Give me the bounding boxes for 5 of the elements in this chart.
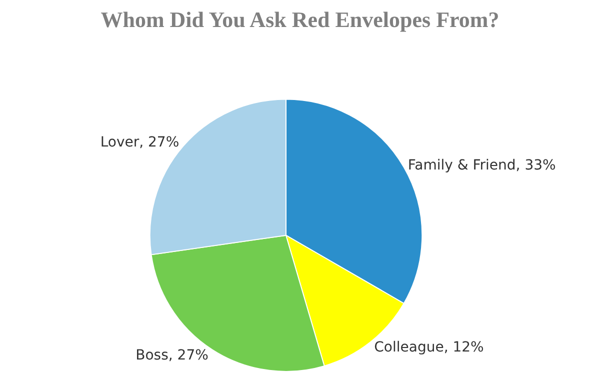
slice-label: Lover, 27% [100,134,180,151]
slice-label: Family & Friend, 33% [408,157,556,174]
slice-label: Colleague, 12% [374,339,484,356]
slice-label: Boss, 27% [136,347,208,364]
chart-title: Whom Did You Ask Red Envelopes From? [100,7,500,32]
